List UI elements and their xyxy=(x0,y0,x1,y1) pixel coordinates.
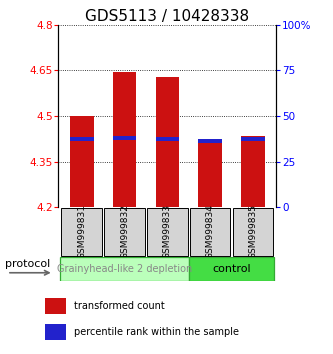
FancyBboxPatch shape xyxy=(190,207,230,256)
Text: GSM999833: GSM999833 xyxy=(163,204,172,259)
Bar xyxy=(70,137,94,141)
Text: GSM999834: GSM999834 xyxy=(205,204,214,259)
FancyBboxPatch shape xyxy=(104,207,145,256)
Text: protocol: protocol xyxy=(5,258,50,269)
FancyBboxPatch shape xyxy=(232,207,273,256)
Bar xyxy=(45,298,66,314)
Bar xyxy=(198,139,222,207)
Bar xyxy=(70,116,94,207)
Bar xyxy=(45,324,66,340)
Bar xyxy=(156,137,179,141)
Bar xyxy=(241,136,265,207)
Bar xyxy=(198,139,222,143)
Bar xyxy=(113,136,136,140)
Text: transformed count: transformed count xyxy=(74,301,165,311)
Text: Grainyhead-like 2 depletion: Grainyhead-like 2 depletion xyxy=(57,264,192,274)
Title: GDS5113 / 10428338: GDS5113 / 10428338 xyxy=(85,8,249,24)
Bar xyxy=(113,72,136,207)
FancyBboxPatch shape xyxy=(147,207,188,256)
Bar xyxy=(241,137,265,141)
FancyBboxPatch shape xyxy=(60,257,189,281)
Text: percentile rank within the sample: percentile rank within the sample xyxy=(74,327,239,337)
FancyBboxPatch shape xyxy=(189,257,274,281)
Bar xyxy=(156,77,179,207)
Text: GSM999832: GSM999832 xyxy=(120,204,129,259)
Text: GSM999835: GSM999835 xyxy=(248,204,257,259)
Text: GSM999831: GSM999831 xyxy=(77,204,86,259)
FancyBboxPatch shape xyxy=(62,207,102,256)
Text: control: control xyxy=(212,264,251,274)
